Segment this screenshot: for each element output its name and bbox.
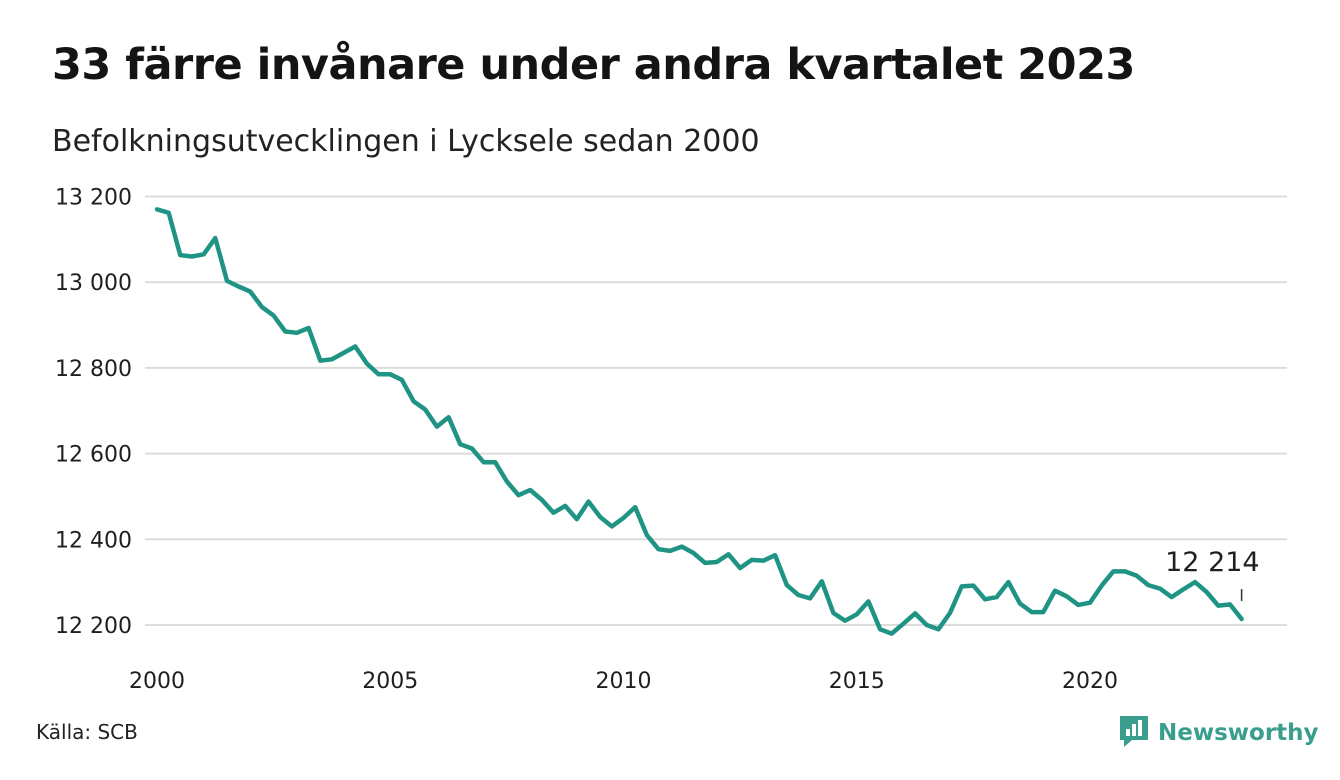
brand-name: Newsworthy	[1158, 720, 1319, 746]
chart-title: 33 färre invånare under andra kvartalet …	[52, 40, 1135, 90]
x-tick-label: 2010	[596, 669, 652, 694]
y-tick-label: 12 400	[55, 528, 132, 553]
y-axis: 12 200 12 400 12 600 12 800 13 000 13 200	[55, 186, 132, 640]
y-tick-label: 12 800	[55, 357, 132, 382]
y-tick-label: 13 000	[55, 271, 132, 296]
source-note: Källa: SCB	[36, 720, 138, 744]
x-axis: 2000 2005 2010 2015 2020	[129, 669, 1118, 694]
y-tick-label: 13 200	[55, 186, 132, 211]
line-chart: 12 200 12 400 12 600 12 800 13 000 13 200 200…	[55, 186, 1287, 694]
y-tick-label: 12 600	[55, 443, 132, 468]
gridlines	[145, 195, 1287, 626]
brand-logo[interactable]: Newsworthy	[1118, 714, 1319, 752]
newsworthy-logo-icon	[1118, 714, 1150, 752]
chart-subtitle: Befolkningsutvecklingen i Lycksele sedan…	[52, 124, 760, 159]
x-tick-label: 2015	[829, 669, 885, 694]
x-tick-label: 2005	[362, 669, 418, 694]
x-tick-label: 2000	[129, 669, 185, 694]
series-layer	[154, 207, 1244, 636]
end-value-label: 12 214	[1165, 547, 1259, 578]
x-tick-label: 2020	[1062, 669, 1118, 694]
population-line	[154, 207, 1244, 636]
y-tick-label: 12 200	[55, 614, 132, 639]
annotation-layer: 12 214	[1165, 547, 1260, 602]
